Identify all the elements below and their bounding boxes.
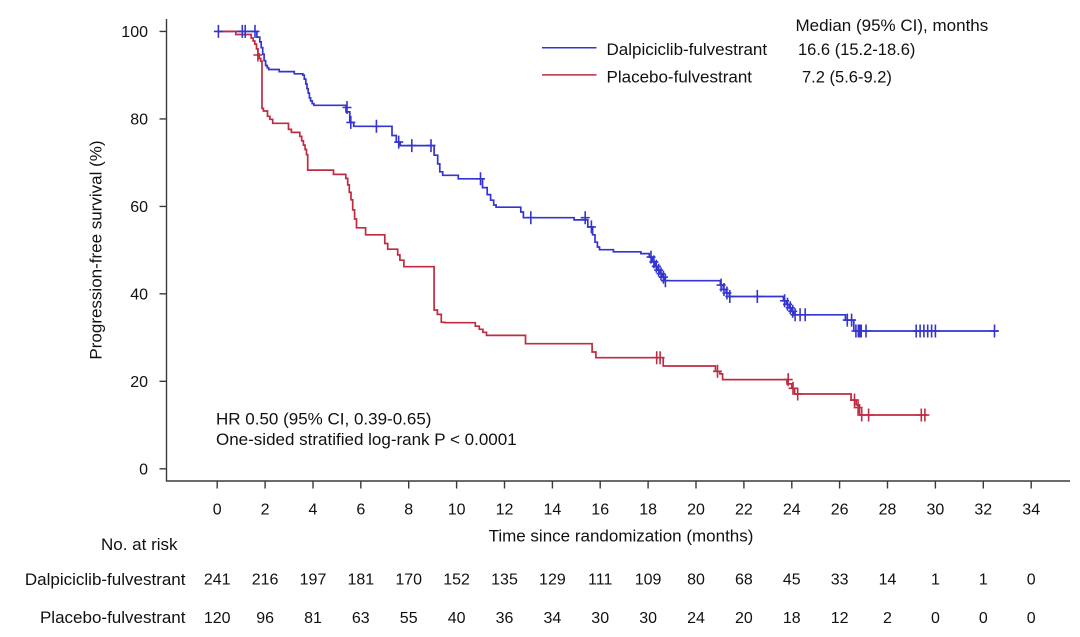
svg-text:80: 80 [687, 572, 705, 589]
svg-text:120: 120 [204, 610, 231, 627]
svg-text:One-sided stratified log-rank: One-sided stratified log-rank P < 0.0001 [216, 430, 517, 449]
svg-text:129: 129 [539, 572, 566, 589]
svg-text:55: 55 [400, 610, 418, 627]
svg-text:14: 14 [879, 572, 897, 589]
svg-text:80: 80 [130, 111, 148, 128]
svg-text:16: 16 [591, 502, 609, 519]
svg-text:20: 20 [735, 610, 753, 627]
svg-text:63: 63 [352, 610, 370, 627]
svg-text:34: 34 [1022, 502, 1040, 519]
svg-text:20: 20 [130, 374, 148, 391]
svg-text:0: 0 [931, 610, 940, 627]
svg-text:1: 1 [931, 572, 940, 589]
svg-text:36: 36 [496, 610, 514, 627]
svg-text:30: 30 [639, 610, 657, 627]
svg-text:241: 241 [204, 572, 231, 589]
svg-text:30: 30 [927, 502, 945, 519]
svg-text:24: 24 [687, 610, 705, 627]
svg-text:0: 0 [139, 461, 148, 478]
svg-text:96: 96 [256, 610, 274, 627]
svg-text:No. at risk: No. at risk [101, 535, 178, 554]
svg-text:152: 152 [443, 572, 470, 589]
svg-text:34: 34 [544, 610, 562, 627]
svg-text:0: 0 [979, 610, 988, 627]
svg-text:40: 40 [130, 286, 148, 303]
svg-text:7.2 (5.6-9.2): 7.2 (5.6-9.2) [802, 68, 892, 86]
svg-text:2: 2 [261, 502, 270, 519]
svg-text:Dalpiciclib-fulvestrant: Dalpiciclib-fulvestrant [25, 570, 186, 589]
svg-text:81: 81 [304, 610, 322, 627]
svg-text:6: 6 [356, 502, 365, 519]
svg-text:Time since randomization (mont: Time since randomization (months) [489, 527, 754, 546]
svg-text:30: 30 [591, 610, 609, 627]
svg-text:18: 18 [639, 502, 657, 519]
svg-text:0: 0 [213, 502, 222, 519]
svg-text:60: 60 [130, 199, 148, 216]
svg-text:181: 181 [347, 572, 374, 589]
svg-text:111: 111 [588, 572, 612, 589]
svg-text:109: 109 [635, 572, 662, 589]
svg-text:32: 32 [974, 502, 992, 519]
svg-text:Placebo-fulvestrant: Placebo-fulvestrant [40, 608, 186, 627]
svg-text:Progression-free survival (%): Progression-free survival (%) [87, 140, 106, 359]
svg-text:33: 33 [831, 572, 849, 589]
svg-text:1: 1 [979, 572, 988, 589]
svg-text:20: 20 [687, 502, 705, 519]
svg-text:14: 14 [544, 502, 562, 519]
svg-text:28: 28 [879, 502, 897, 519]
svg-text:Placebo-fulvestrant: Placebo-fulvestrant [607, 67, 753, 86]
svg-text:8: 8 [404, 502, 413, 519]
svg-text:68: 68 [735, 572, 753, 589]
svg-text:24: 24 [783, 502, 801, 519]
svg-text:Median (95% CI), months: Median (95% CI), months [796, 16, 989, 35]
svg-text:216: 216 [252, 572, 279, 589]
svg-text:18: 18 [783, 610, 801, 627]
svg-text:16.6 (15.2-18.6): 16.6 (15.2-18.6) [798, 41, 915, 59]
svg-text:4: 4 [309, 502, 318, 519]
svg-text:26: 26 [831, 502, 849, 519]
svg-text:12: 12 [831, 610, 849, 627]
svg-text:0: 0 [1027, 572, 1036, 589]
svg-text:22: 22 [735, 502, 753, 519]
svg-text:170: 170 [395, 572, 422, 589]
svg-text:HR 0.50 (95% CI, 0.39-0.65): HR 0.50 (95% CI, 0.39-0.65) [216, 409, 431, 428]
svg-text:2: 2 [883, 610, 892, 627]
svg-text:100: 100 [121, 24, 148, 41]
svg-text:197: 197 [300, 572, 327, 589]
svg-text:10: 10 [448, 502, 466, 519]
svg-text:0: 0 [1027, 610, 1036, 627]
svg-text:135: 135 [491, 572, 518, 589]
svg-text:45: 45 [783, 572, 801, 589]
svg-text:12: 12 [496, 502, 514, 519]
svg-text:40: 40 [448, 610, 466, 627]
svg-text:Dalpiciclib-fulvestrant: Dalpiciclib-fulvestrant [607, 40, 768, 59]
